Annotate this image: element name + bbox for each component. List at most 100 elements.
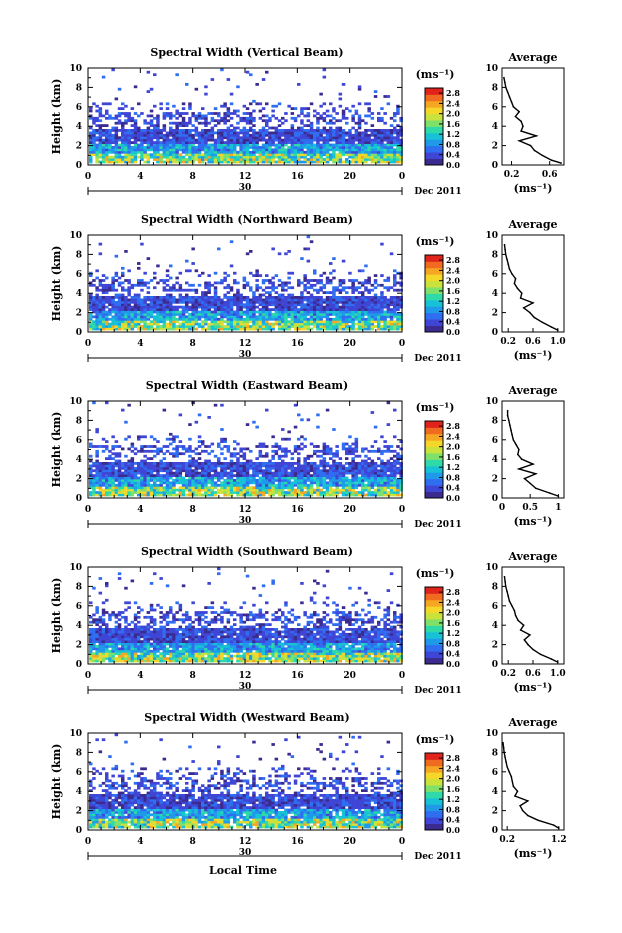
heatmap-cell: [259, 296, 263, 299]
heatmap-cell: [307, 308, 311, 311]
heatmap-cell: [303, 320, 307, 323]
heatmap-cell: [127, 489, 130, 492]
heatmap-cell: [374, 136, 378, 139]
heatmap-cell: [217, 489, 221, 492]
heatmap-cell: [265, 119, 269, 122]
heatmap-cell: [243, 127, 247, 130]
heatmap-cell: [105, 291, 109, 294]
heatmap-cell: [121, 477, 125, 480]
heatmap-cell: [147, 484, 151, 487]
heatmap-cell: [159, 136, 163, 139]
heatmap-cell: [310, 102, 314, 105]
heatmap-cell: [137, 481, 141, 484]
heatmap-cell: [364, 156, 368, 159]
heatmap-cell: [102, 124, 106, 127]
heatmap-cell: [134, 325, 138, 328]
heatmap-cell: [124, 141, 128, 144]
heatmap-cell: [95, 289, 99, 292]
heatmap-cell: [223, 474, 227, 477]
heatmap-cell: [393, 328, 397, 331]
heatmap-cell: [390, 134, 394, 137]
heatmap-cell: [300, 127, 304, 130]
heatmap-cell: [207, 416, 211, 419]
heatmap-cell: [204, 146, 208, 149]
heatmap-cell: [358, 117, 362, 120]
heatmap-cell: [291, 136, 295, 139]
heatmap-cell: [243, 279, 247, 282]
heatmap-cell: [118, 462, 122, 465]
heatmap-cell: [326, 484, 330, 487]
heatmap-cell: [310, 308, 314, 311]
heatmap-cell: [310, 279, 314, 282]
heatmap-cell: [150, 477, 154, 480]
heatmap-cell: [243, 489, 247, 492]
heatmap-cell: [111, 467, 115, 470]
heatmap-cell: [236, 308, 240, 311]
heatmap-cell: [220, 489, 224, 492]
heatmap-cell: [262, 489, 266, 492]
heatmap-cell: [284, 144, 288, 147]
heatmap-cell: [204, 291, 208, 294]
heatmap-cell: [111, 151, 115, 154]
heatmap-cell: [156, 148, 160, 151]
heatmap-cell: [147, 479, 151, 482]
heatmap-cell: [191, 115, 195, 118]
heatmap-cell: [207, 122, 211, 125]
heatmap-cell: [147, 146, 151, 149]
heatmap-cell: [310, 303, 314, 306]
heatmap-cell: [105, 313, 109, 316]
heatmap-cell: [351, 320, 355, 323]
average-y-tick-label: 10: [485, 231, 498, 241]
heatmap-cell: [156, 491, 160, 494]
heatmap-cell: [348, 299, 352, 302]
heatmap-cell: [207, 481, 211, 484]
heatmap-cell: [227, 274, 231, 277]
average-y-tick-label: 4: [492, 122, 498, 132]
heatmap-cell: [163, 117, 167, 120]
heatmap-cell: [207, 477, 211, 480]
heatmap-cell: [323, 320, 327, 323]
heatmap-cell: [127, 279, 130, 282]
heatmap-cell: [284, 284, 288, 287]
heatmap-cell: [374, 325, 378, 328]
heatmap-cell: [214, 320, 218, 323]
heatmap-cell: [236, 325, 240, 328]
heatmap-cell: [111, 325, 115, 328]
heatmap-cell: [195, 462, 199, 465]
heatmap-cell: [287, 306, 291, 309]
heatmap-cell: [127, 144, 130, 147]
heatmap-cell: [172, 286, 176, 289]
heatmap-cell: [294, 320, 298, 323]
heatmap-cell: [297, 320, 301, 323]
colorbar-segment: [425, 306, 443, 313]
heatmap-cell: [150, 303, 154, 306]
heatmap-cell: [156, 315, 160, 318]
heatmap-cell: [326, 452, 330, 455]
heatmap-cell: [281, 151, 285, 154]
heatmap-cell: [153, 105, 157, 108]
heatmap-cell: [211, 489, 215, 492]
heatmap-cell: [355, 134, 359, 137]
heatmap-cell: [227, 112, 231, 115]
heatmap-cell: [358, 124, 362, 127]
heatmap-cell: [300, 435, 304, 438]
heatmap-cell: [355, 301, 359, 304]
heatmap-cell: [233, 282, 237, 285]
heatmap-cell: [89, 315, 93, 318]
heatmap-cell: [166, 308, 170, 311]
heatmap-cell: [259, 301, 263, 304]
heatmap-cell: [134, 472, 138, 475]
heatmap-cell: [380, 303, 384, 306]
heatmap-cell: [259, 129, 263, 132]
heatmap-cell: [329, 450, 333, 453]
heatmap-cell: [364, 151, 368, 154]
heatmap-cell: [223, 489, 227, 492]
heatmap-cell: [179, 289, 183, 292]
heatmap-cell: [291, 481, 295, 484]
heatmap-cell: [150, 435, 154, 438]
heatmap-cell: [390, 139, 394, 142]
heatmap-cell: [169, 308, 173, 311]
heatmap-cell: [342, 299, 346, 302]
heatmap-cell: [201, 462, 205, 465]
heatmap-cell: [159, 132, 163, 135]
